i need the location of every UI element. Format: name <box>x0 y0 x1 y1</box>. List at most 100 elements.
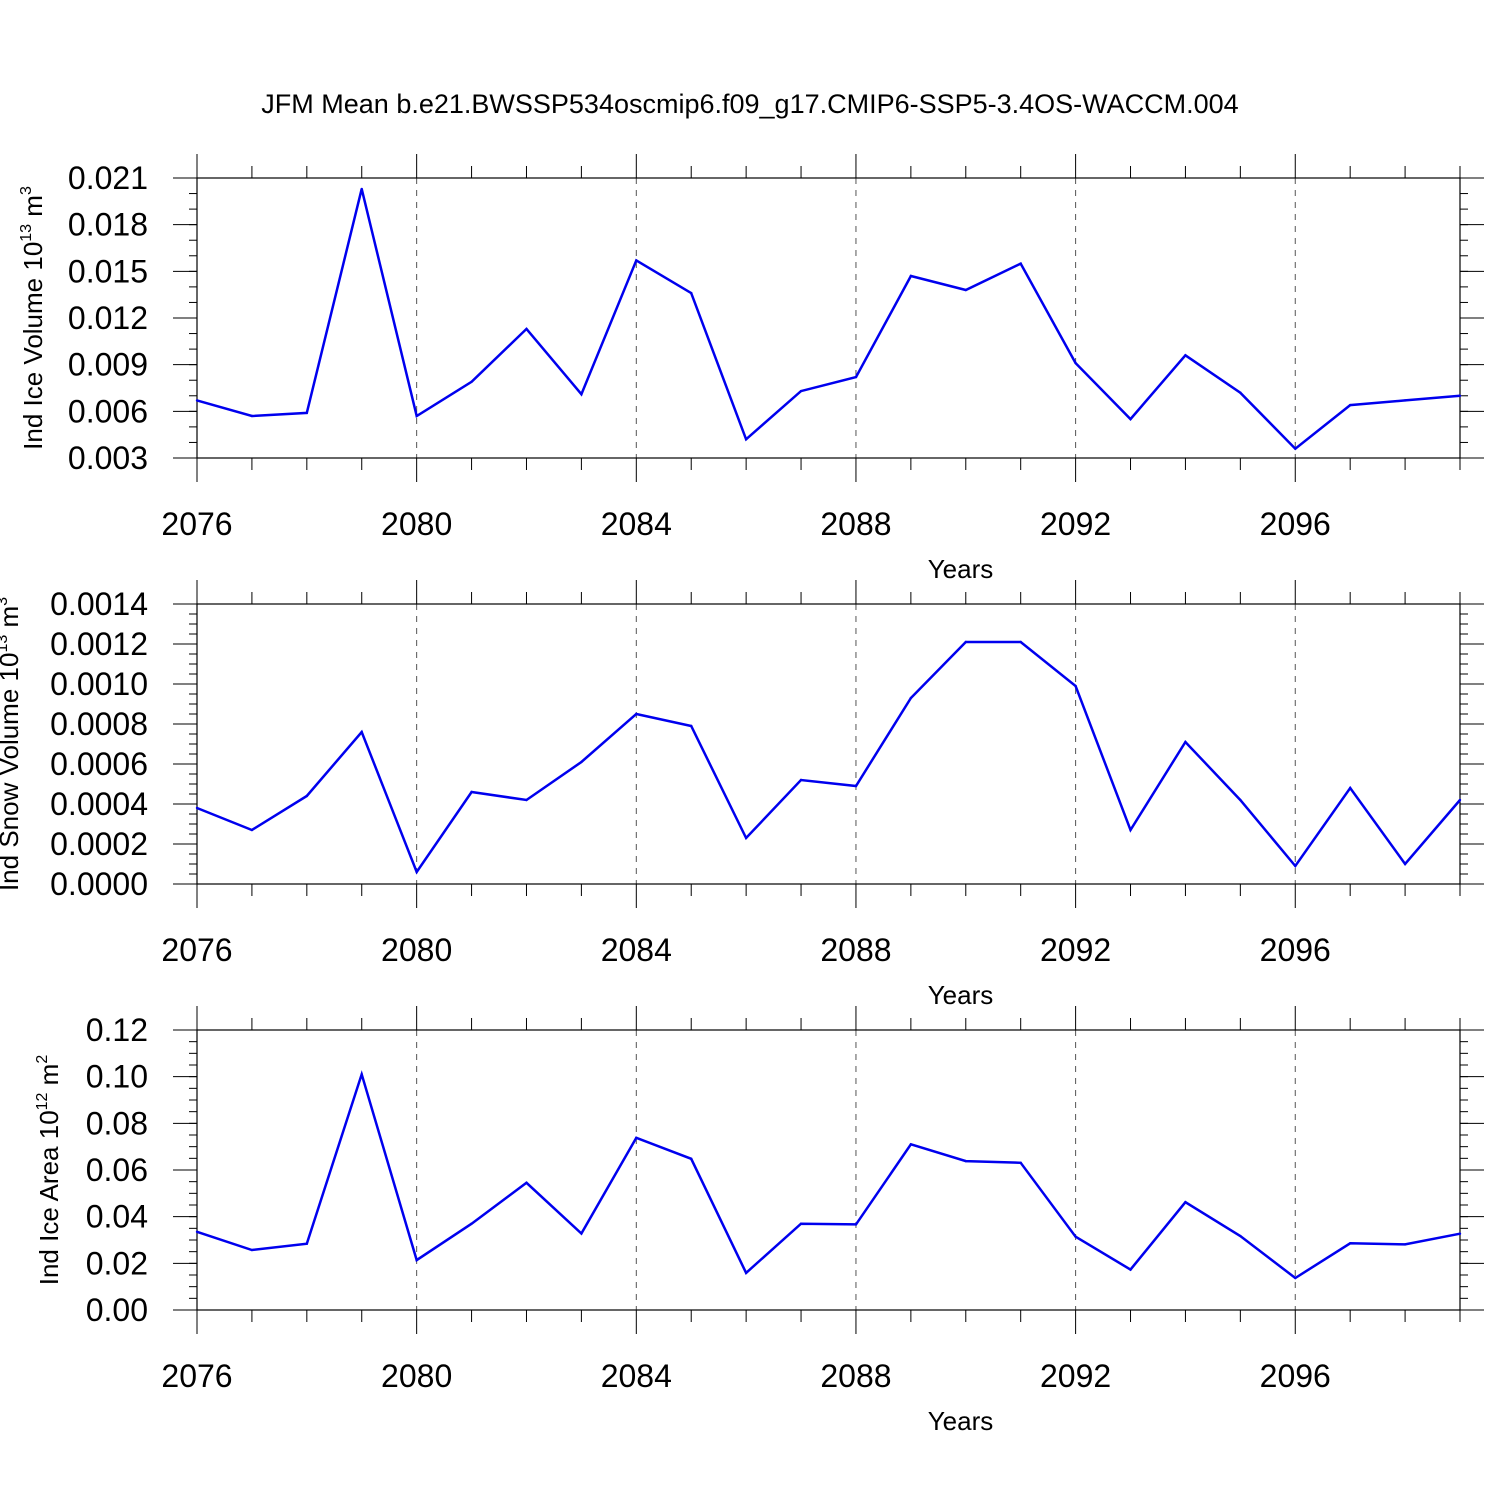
data-point <box>1019 1161 1022 1164</box>
data-point <box>360 730 363 734</box>
data-point <box>305 794 309 798</box>
snow-volume-panel: 2076 2080 2084 2088 2092 2096 0.0000 0.0002 0.00… <box>0 580 1484 1010</box>
data-point <box>1458 1232 1462 1235</box>
x-tick-label: 2080 <box>381 932 452 968</box>
data-point <box>525 798 528 802</box>
y-tick-label: 0.10 <box>86 1059 148 1095</box>
data-point <box>1239 798 1242 802</box>
y-tick-label: 0.0010 <box>50 666 148 702</box>
x-tick-label: 2080 <box>381 1358 452 1394</box>
data-point <box>1184 740 1187 744</box>
x-tick-label: 2076 <box>161 1358 232 1394</box>
data-point <box>525 327 528 331</box>
y-tick-label: 0.00 <box>86 1292 148 1328</box>
data-point <box>635 712 638 716</box>
x-tick-label: 2084 <box>601 506 672 542</box>
data-point <box>1403 1243 1407 1246</box>
data-point <box>470 1222 473 1225</box>
data-point <box>1129 1268 1132 1271</box>
data-point <box>854 375 858 379</box>
x-tick-label: 2084 <box>601 932 672 968</box>
data-point <box>1458 798 1462 802</box>
x-tick-label: 2092 <box>1040 506 1111 542</box>
data-point <box>470 380 473 383</box>
data-point <box>1184 1201 1187 1204</box>
data-point <box>580 760 583 764</box>
data-point <box>1184 354 1187 357</box>
y-axis-title-superscript: 3 <box>0 597 11 606</box>
y-tick-label: 0.04 <box>86 1199 148 1235</box>
data-point <box>305 411 309 415</box>
x-tick-label: 2096 <box>1260 1358 1331 1394</box>
data-point <box>744 438 748 441</box>
data-point <box>690 1157 693 1161</box>
data-point <box>1019 640 1022 644</box>
y-tick-label: 0.0014 <box>50 586 148 622</box>
y-axis-title-part: Ind Ice Volume 10 <box>18 242 48 450</box>
data-point <box>1403 862 1407 866</box>
x-tick-label: 2076 <box>161 506 232 542</box>
y-axis-title-part: m <box>0 606 24 635</box>
y-tick-label: 0.06 <box>86 1152 148 1188</box>
x-tick-label: 2084 <box>601 1358 672 1394</box>
y-axis-title: Ind Ice Area 1012 m2 <box>34 1055 64 1286</box>
y-tick-label: 0.08 <box>86 1105 148 1141</box>
y-axis-title-part: Ind Ice Area 10 <box>34 1110 64 1285</box>
y-axis-title-part: m <box>34 1064 64 1093</box>
y-tick-label: 0.0012 <box>50 626 148 662</box>
data-point <box>415 414 418 418</box>
plot-frame <box>196 177 1461 459</box>
y-tick-label: 0.0006 <box>50 746 148 782</box>
y-tick-label: 0.0000 <box>50 866 148 902</box>
plot-frame <box>196 603 1461 885</box>
y-axis-title-superscript: 13 <box>18 224 35 242</box>
data-point <box>854 784 858 788</box>
data-point <box>799 778 803 782</box>
data-point <box>964 288 967 292</box>
x-tick-label: 2076 <box>161 932 232 968</box>
x-axis-title: Years <box>928 554 994 584</box>
y-tick-label: 0.0002 <box>50 826 148 862</box>
series-line <box>196 1070 1461 1280</box>
data-point <box>909 1143 913 1146</box>
data-point <box>799 1222 803 1225</box>
data-point <box>635 259 638 262</box>
x-tick-label: 2080 <box>381 506 452 542</box>
y-tick-label: 0.0008 <box>50 706 148 742</box>
data-point <box>195 806 199 810</box>
data-point <box>964 640 967 644</box>
y-tick-label: 0.02 <box>86 1245 148 1281</box>
data-point <box>195 1230 199 1234</box>
data-point <box>305 1242 309 1245</box>
plot-frame <box>196 1029 1461 1311</box>
data-point <box>1458 394 1462 397</box>
data-point <box>415 1258 418 1262</box>
y-axis-title: Ind Snow Volume 1013 m3 <box>0 597 24 891</box>
data-point <box>470 790 473 794</box>
x-tick-label: 2096 <box>1260 506 1331 542</box>
data-point <box>1348 1242 1352 1245</box>
data-point <box>1129 417 1132 421</box>
series-line <box>196 188 1461 451</box>
data-point <box>964 1159 967 1163</box>
data-point <box>360 1073 363 1076</box>
x-tick-label: 2092 <box>1040 932 1111 968</box>
x-tick-label: 2088 <box>820 1358 891 1394</box>
data-point <box>909 696 913 700</box>
data-point <box>690 291 693 295</box>
data-point <box>854 1223 858 1226</box>
x-axis-title: Years <box>928 980 994 1010</box>
data-point <box>744 1271 748 1275</box>
data-point <box>360 187 363 191</box>
y-tick-label: 0.0004 <box>50 786 148 822</box>
data-point <box>580 393 583 396</box>
series-line <box>196 640 1461 875</box>
data-point <box>1348 403 1352 407</box>
y-tick-label: 0.003 <box>68 440 148 476</box>
data-point <box>1294 864 1297 868</box>
data-point <box>195 399 199 402</box>
y-tick-label: 0.021 <box>68 160 148 196</box>
data-point <box>415 870 418 874</box>
data-point <box>1074 361 1077 365</box>
